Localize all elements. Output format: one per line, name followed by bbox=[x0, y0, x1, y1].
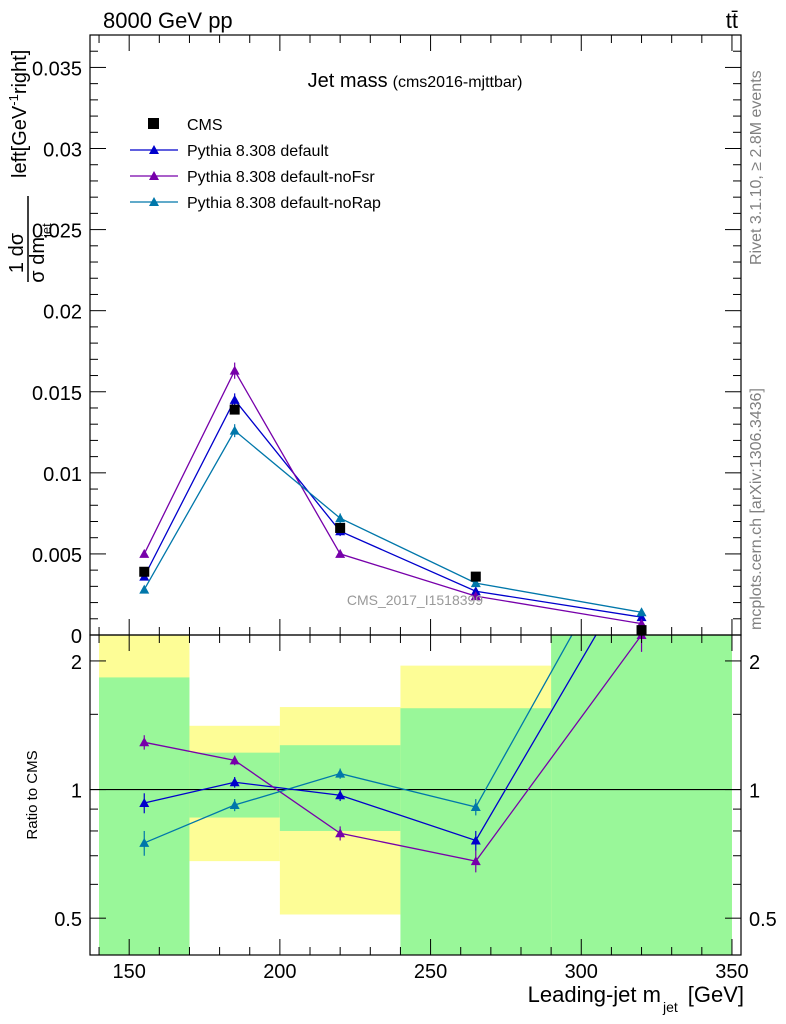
ratio-series bbox=[90, 505, 741, 873]
main-marker bbox=[139, 584, 150, 594]
x-tick-label: 300 bbox=[565, 961, 598, 983]
x-label-sub: jet bbox=[662, 999, 678, 1015]
ratio-tick-label: 0.5 bbox=[54, 909, 82, 931]
y-label-frac-num: 1 dσ bbox=[6, 232, 28, 273]
ratio-band-green bbox=[99, 677, 190, 955]
header-left: 8000 GeV pp bbox=[103, 8, 233, 33]
y-label-den-main: σ dm bbox=[27, 237, 49, 283]
legend-label-data: CMS bbox=[187, 117, 223, 134]
ratio-marker bbox=[335, 768, 346, 778]
main-series bbox=[139, 362, 647, 635]
main-marker bbox=[229, 425, 240, 435]
main-marker bbox=[139, 548, 150, 558]
ratio-tick-label-right: 2 bbox=[749, 652, 760, 674]
main-marker bbox=[335, 513, 346, 523]
ratio-marker bbox=[229, 777, 240, 787]
legend-label-2: Pythia 8.308 default-noRap bbox=[187, 195, 381, 212]
ratio-marker bbox=[637, 552, 647, 561]
data-point bbox=[139, 566, 150, 577]
y-axis-label: 1 dσ σ dmjet left[GeV-1right] bbox=[6, 50, 54, 283]
x-axis-label: Leading-jet m jet [GeV] bbox=[528, 982, 744, 1015]
ratio-marker bbox=[637, 505, 647, 514]
legend-marker-2 bbox=[149, 197, 159, 206]
y-label-den-sub: jet bbox=[39, 223, 54, 238]
chart-title-main: Jet mass bbox=[308, 70, 388, 92]
main-marker bbox=[470, 586, 481, 596]
main-marker bbox=[229, 365, 240, 375]
main-line-series-2 bbox=[143, 429, 642, 613]
ratio-marker bbox=[139, 798, 150, 808]
main-marker bbox=[229, 394, 240, 404]
y-tick-label: 0.035 bbox=[32, 58, 82, 80]
ratio-tick-label-right: 0.5 bbox=[749, 909, 777, 931]
main-marker bbox=[636, 612, 647, 622]
ratio-uncertainty-bands bbox=[99, 635, 732, 955]
ratio-marker bbox=[229, 755, 240, 765]
ratio-band-green bbox=[279, 745, 401, 831]
ratio-y-label: Ratio to CMS bbox=[24, 750, 41, 839]
main-marker bbox=[470, 591, 481, 601]
axes: 0 0.005 0.01 0.015 0.02 0.025 0.03 0.035 0.5 0.5 1… bbox=[32, 34, 777, 983]
main-marker bbox=[335, 548, 346, 558]
ratio-tick-label: 1 bbox=[71, 781, 82, 803]
chart-subtitle: (cms2016-mjttbar) bbox=[393, 74, 523, 91]
x-label-unit: [GeV] bbox=[688, 982, 744, 1007]
x-tick-label: 350 bbox=[715, 961, 748, 983]
y-label-unit-tail: right] bbox=[9, 50, 31, 94]
y-tick-label: 0 bbox=[71, 626, 82, 648]
ratio-marker bbox=[139, 737, 150, 747]
legend-marker-data bbox=[148, 118, 159, 129]
ratio-marker bbox=[139, 837, 150, 847]
side-text-mcplots: mcplots.cern.ch [arXiv:1306.3436] bbox=[748, 388, 765, 630]
ratio-marker bbox=[470, 835, 481, 845]
y-label-unit-main: left[GeV bbox=[9, 105, 31, 178]
y-label-unit-sup: -1 bbox=[6, 94, 21, 106]
y-tick-label: 0.015 bbox=[32, 383, 82, 405]
ratio-tick-label: 2 bbox=[71, 652, 82, 674]
legend-marker-0 bbox=[149, 145, 159, 154]
main-marker bbox=[636, 607, 647, 617]
main-line-series-1 bbox=[143, 369, 642, 625]
ratio-marker bbox=[335, 790, 346, 800]
ratio-band-green bbox=[551, 635, 732, 955]
data-point bbox=[335, 522, 346, 533]
x-label-main: Leading-jet m bbox=[528, 982, 661, 1007]
main-line-series-0 bbox=[143, 398, 642, 618]
x-tick-label: 150 bbox=[112, 961, 145, 983]
y-tick-label: 0.03 bbox=[43, 140, 82, 162]
side-text-rivet: Rivet 3.1.10, ≥ 2.8M events bbox=[748, 70, 765, 265]
y-label-frac-den: σ dmjet bbox=[27, 223, 54, 283]
legend-label-1: Pythia 8.308 default-noFsr bbox=[187, 169, 375, 186]
main-marker bbox=[470, 578, 481, 588]
y-tick-label: 0.025 bbox=[32, 221, 82, 243]
y-tick-label: 0.02 bbox=[43, 302, 82, 324]
legend: CMS Pythia 8.308 default Pythia 8.308 defa… bbox=[130, 117, 381, 212]
ratio-tick-label-right: 1 bbox=[749, 781, 760, 803]
ratio-marker bbox=[335, 828, 346, 838]
ratio-marker bbox=[229, 800, 240, 810]
chart-title: Jet mass (cms2016-mjttbar) bbox=[308, 70, 523, 92]
legend-marker-1 bbox=[149, 171, 159, 180]
x-tick-label: 200 bbox=[263, 961, 296, 983]
ratio-marker bbox=[470, 856, 481, 866]
legend-label-0: Pythia 8.308 default bbox=[187, 143, 329, 160]
ratio-frame bbox=[89, 634, 742, 956]
y-tick-label: 0.01 bbox=[43, 464, 82, 486]
y-label-unit: left[GeV-1right] bbox=[6, 50, 31, 178]
y-tick-label: 0.005 bbox=[32, 545, 82, 567]
header-right: tt̄ bbox=[726, 8, 738, 33]
watermark: CMS_2017_I1518399 bbox=[347, 592, 483, 608]
ratio-marker bbox=[470, 802, 481, 812]
data-point bbox=[470, 571, 481, 582]
data-point bbox=[229, 404, 240, 415]
x-tick-label: 250 bbox=[414, 961, 447, 983]
